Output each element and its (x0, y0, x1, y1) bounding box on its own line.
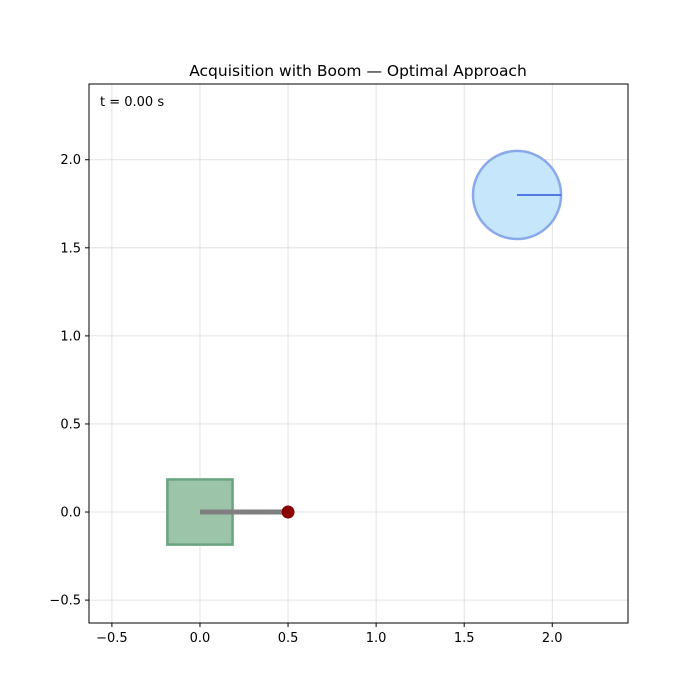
y-tick-label: 0.5 (60, 417, 81, 432)
axes-frame (88, 83, 629, 624)
x-tick-label: 0.0 (190, 631, 211, 646)
ticks: −0.5 0.0 0.5 1.0 1.5 2.0 −0.5 0.0 0.5 1.0 1.5 2.0 (49, 153, 562, 646)
y-tick-label: 2.0 (60, 153, 81, 168)
x-tick-label: 1.0 (366, 631, 387, 646)
time-label: t = 0.00 s (100, 95, 164, 110)
x-tick-label: 0.5 (278, 631, 299, 646)
y-tick-label: −0.5 (49, 594, 81, 609)
chart-title: Acquisition with Boom — Optimal Approach (189, 62, 527, 80)
plot-content (166, 149, 563, 546)
y-tick-label: 1.0 (60, 329, 81, 344)
boom-tip (281, 505, 295, 519)
x-tick-label: 1.5 (454, 631, 475, 646)
y-tick-label: 1.5 (60, 241, 81, 256)
y-tick-label: 0.0 (60, 506, 81, 521)
x-tick-label: 2.0 (542, 631, 563, 646)
x-tick-label: −0.5 (96, 631, 128, 646)
